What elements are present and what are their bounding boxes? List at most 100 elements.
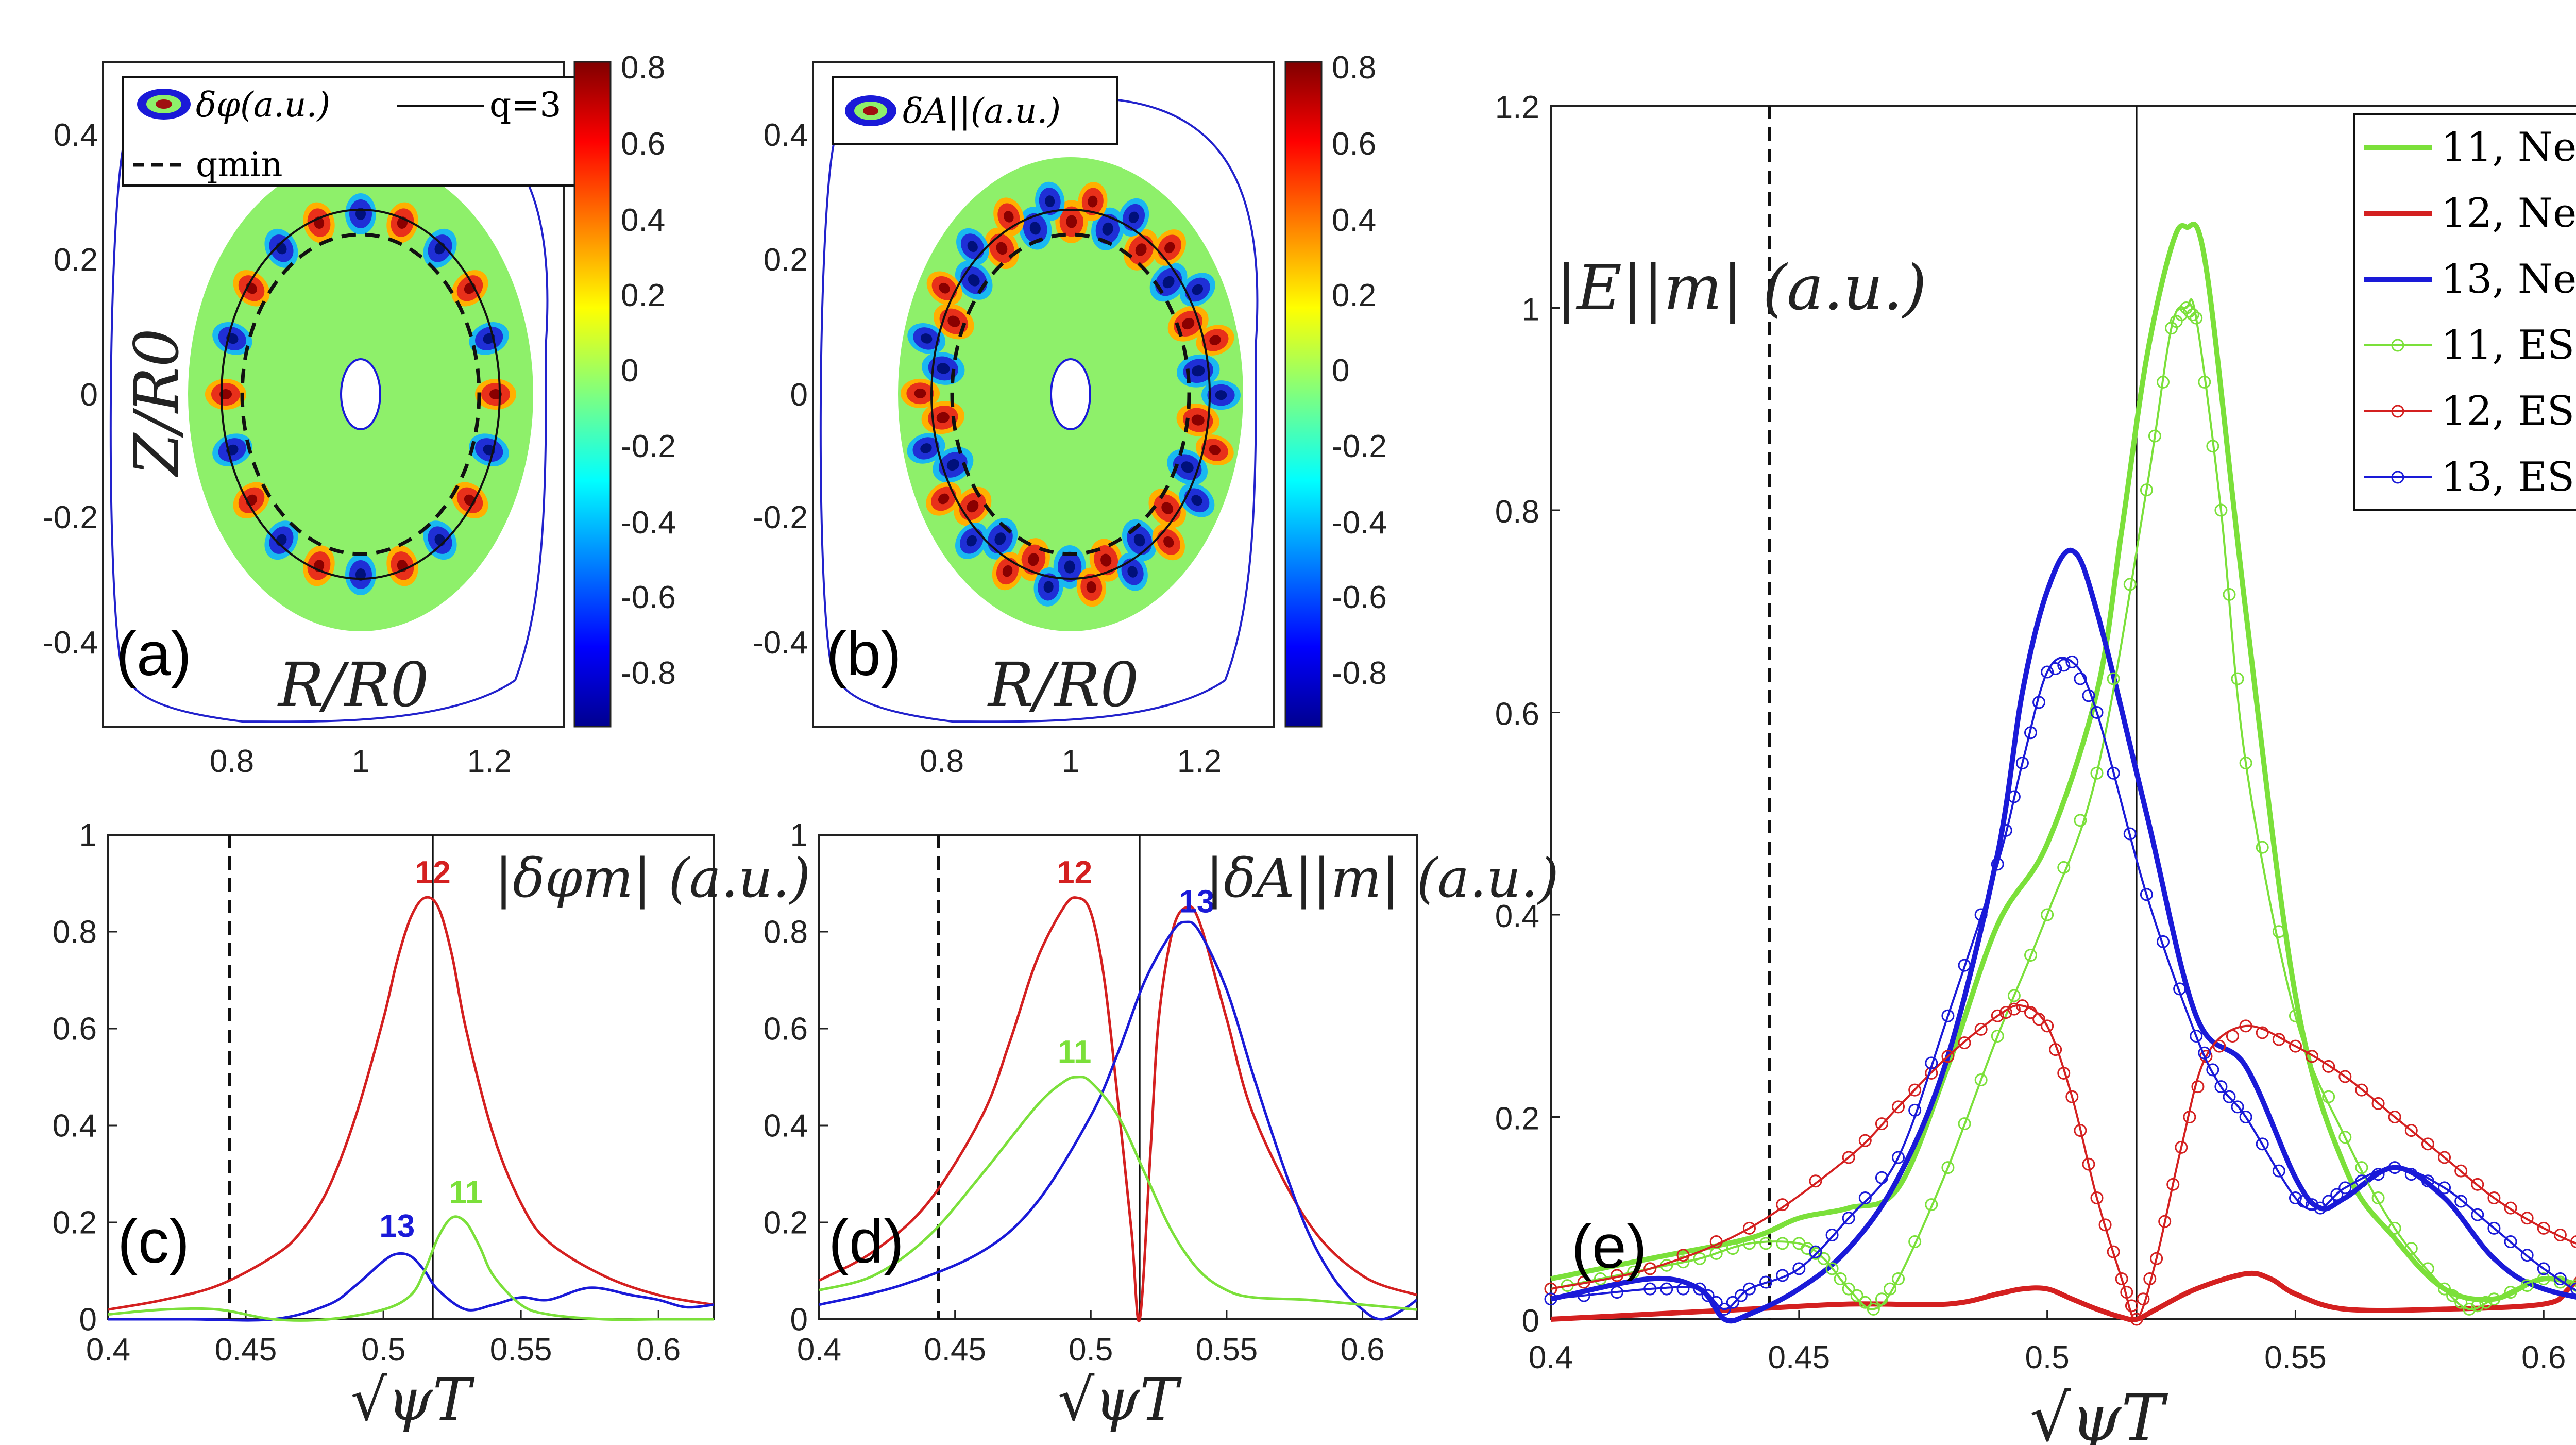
data-point: [2140, 483, 2153, 497]
data-point: [1693, 1282, 1706, 1296]
plot-frame: [818, 834, 1418, 1320]
tick: 0: [80, 377, 98, 413]
data-point: [2438, 1282, 2451, 1296]
data-point: [1858, 1134, 1872, 1147]
data-point: [1908, 1235, 1922, 1249]
data-point: [2520, 1249, 2534, 1262]
panel-b-axis-hole: [1050, 358, 1091, 430]
x-tick-label: 0.5: [361, 1332, 405, 1368]
legend-entry: δφ(a.u.): [196, 85, 330, 125]
tick: 1.2: [467, 744, 512, 779]
lobe-core: [920, 443, 932, 453]
data-point: [1742, 1282, 1756, 1296]
tick: -0.2: [753, 500, 808, 535]
y-tick-label: 0: [1522, 1303, 1539, 1339]
data-point: [2388, 1161, 2401, 1174]
data-point: [2570, 1235, 2576, 1248]
data-point: [2057, 861, 2071, 874]
panel-a-label: (a): [116, 619, 192, 688]
negative-lobe: [1201, 380, 1241, 410]
data-point: [2223, 588, 2236, 601]
data-point: [2007, 989, 2021, 1002]
lobe-core: [968, 274, 980, 287]
tick: 0.8: [621, 50, 665, 86]
series-label: 11: [1058, 1034, 1092, 1070]
tick: 1.2: [1177, 744, 1222, 779]
data-point: [2446, 1289, 2460, 1302]
data-point: [1892, 1100, 1905, 1114]
x-tick-label: 0.55: [2264, 1340, 2327, 1375]
data-point: [1991, 1009, 2004, 1022]
data-point: [1875, 1292, 1888, 1306]
data-point: [2471, 1178, 2484, 1191]
lobe-core: [1086, 581, 1096, 593]
panel-d-title-text: |δA||m| (a.u.): [1206, 847, 1559, 910]
data-point: [2183, 1111, 2196, 1123]
panel-d: 0.4 0.45 0.5 0.55 0.6 0 0.2 0.4 0.6 0.8 1 12 13 11 (d)…: [764, 818, 1418, 1434]
lobe-core: [1064, 560, 1075, 574]
data-point: [2272, 1033, 2285, 1046]
tick: -0.4: [43, 625, 98, 661]
x-tick-label: 0.6: [2521, 1340, 2566, 1375]
data-point: [2371, 1097, 2385, 1110]
data-point: [2190, 311, 2203, 325]
tick: 0.4: [764, 117, 808, 153]
x-tick-label: 0.45: [215, 1332, 277, 1368]
data-point: [1825, 1262, 1839, 1275]
data-point: [2438, 1151, 2451, 1164]
data-point: [2454, 1195, 2468, 1208]
tick: 1: [1062, 744, 1079, 779]
data-point: [2570, 1282, 2576, 1296]
data-point: [2041, 908, 2054, 921]
data-point: [2223, 1090, 2236, 1103]
data-point: [2388, 1111, 2401, 1123]
data-point: [2065, 1090, 2079, 1103]
data-point: [1974, 1073, 1988, 1087]
series-label: 13: [379, 1208, 415, 1244]
data-point: [1742, 1237, 1756, 1250]
data-point: [1908, 1103, 1922, 1117]
positive-lobe: [993, 197, 1024, 236]
data-point: [2231, 672, 2244, 685]
data-point: [1958, 1117, 1971, 1131]
panel-b-qmin-surface: [950, 232, 1191, 556]
data-point: [1875, 1171, 1888, 1184]
data-point: [1892, 1151, 1905, 1164]
data-point: [2183, 305, 2196, 318]
data-point: [2024, 726, 2038, 740]
series-label: 13: [1179, 884, 1214, 919]
positive-lobe: [205, 379, 246, 410]
panel-b-xlabel: R/R0: [987, 649, 1139, 720]
panel-a-legend: δφ(a.u.) q=3 qmin: [122, 76, 594, 187]
x-axis-label: √ψT: [351, 1367, 475, 1434]
data-point: [2404, 1124, 2418, 1137]
series-12: [108, 896, 714, 1311]
data-point: [2256, 1026, 2269, 1039]
tick: 0.6: [621, 126, 665, 162]
data-point: [1941, 1050, 1955, 1063]
legend-entry: q=3: [489, 85, 562, 125]
data-point: [2256, 841, 2269, 854]
data-point: [2454, 1296, 2468, 1309]
data-point: [2553, 1228, 2567, 1241]
panel-b-xticks: 0.8 1 1.2: [920, 744, 1222, 779]
panel-a-ylabel: Z/R0: [121, 328, 192, 478]
positive-lobe: [1123, 229, 1159, 271]
series-11: [108, 1215, 714, 1322]
data-point: [2487, 1191, 2501, 1204]
negative-lobe: [955, 523, 988, 559]
lobe-core: [1162, 276, 1175, 289]
data-point: [1759, 1237, 1773, 1250]
y-tick-label: 1: [1522, 292, 1539, 327]
legend-entry: 13, Net: [2441, 256, 2576, 303]
negative-lobe: [345, 193, 376, 234]
lobe-core: [966, 535, 977, 547]
data-point: [2206, 1063, 2219, 1077]
y-tick-label: 1.2: [1495, 90, 1539, 125]
lobe-core: [1004, 211, 1014, 223]
data-point: [2173, 982, 2187, 996]
data-point: [2198, 375, 2211, 389]
lobe-core: [937, 363, 950, 374]
series-13: [108, 1252, 714, 1322]
data-point: [2213, 1039, 2226, 1053]
